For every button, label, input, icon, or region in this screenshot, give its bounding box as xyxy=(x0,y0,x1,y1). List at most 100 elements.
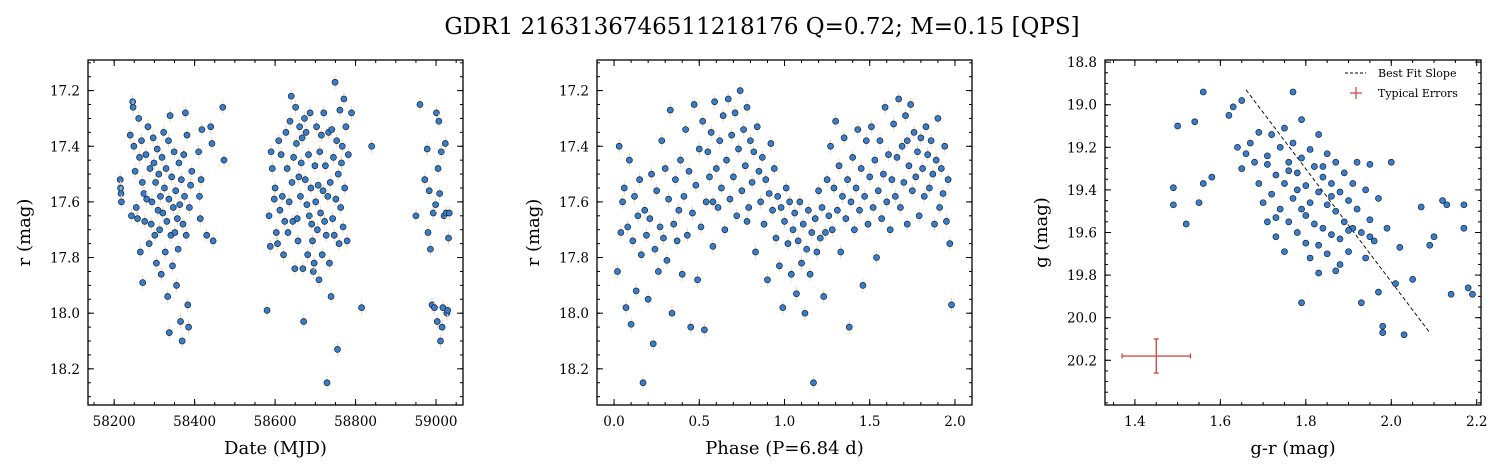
y-tick-label: 17.2 xyxy=(559,84,589,100)
data-point xyxy=(706,173,713,181)
y-tick-label: 18.8 xyxy=(1067,55,1097,71)
data-point xyxy=(1306,146,1314,153)
data-point xyxy=(723,156,730,164)
data-point xyxy=(164,293,172,300)
data-point xyxy=(707,128,715,136)
data-point xyxy=(327,293,335,300)
data-point xyxy=(782,184,790,192)
data-point xyxy=(805,206,812,214)
data-point xyxy=(902,112,909,119)
data-point xyxy=(287,92,295,100)
data-point xyxy=(880,170,887,178)
data-point xyxy=(776,262,783,270)
data-point xyxy=(434,165,442,172)
data-point xyxy=(757,198,764,206)
data-point xyxy=(736,87,744,94)
data-point xyxy=(283,165,291,172)
data-point xyxy=(296,123,303,131)
data-point xyxy=(330,231,338,239)
x-axis-label: Phase (P=6.84 d) xyxy=(705,438,864,459)
data-point xyxy=(1255,180,1263,187)
data-point xyxy=(939,190,947,197)
data-point xyxy=(1375,288,1382,296)
y-tick-label: 19.6 xyxy=(1067,226,1097,242)
data-point xyxy=(312,198,320,206)
data-point xyxy=(186,204,193,211)
data-point xyxy=(277,151,285,158)
data-point xyxy=(412,212,420,220)
data-point xyxy=(1417,203,1425,211)
data-point xyxy=(762,176,770,183)
data-point xyxy=(336,106,344,114)
data-point xyxy=(337,204,345,211)
data-point xyxy=(181,192,188,200)
data-point xyxy=(868,123,875,131)
data-point xyxy=(1349,180,1357,187)
data-point xyxy=(1426,241,1434,249)
data-point xyxy=(747,137,754,145)
data-point xyxy=(888,176,896,183)
data-point xyxy=(929,170,937,178)
data-point xyxy=(694,276,701,284)
data-point xyxy=(274,240,281,247)
data-point xyxy=(151,231,159,239)
data-point xyxy=(786,198,793,206)
data-point xyxy=(748,179,756,186)
data-point xyxy=(854,126,862,133)
data-point xyxy=(1447,290,1455,298)
data-point xyxy=(435,117,443,125)
data-point xyxy=(144,123,152,131)
data-point xyxy=(626,156,633,164)
data-point xyxy=(907,101,914,108)
x-tick-label: 58800 xyxy=(334,414,377,430)
data-point xyxy=(1332,158,1340,166)
data-point xyxy=(306,109,314,117)
data-point xyxy=(313,226,321,234)
data-point xyxy=(774,192,782,200)
data-point xyxy=(874,187,882,195)
data-point xyxy=(1285,167,1293,175)
data-point xyxy=(745,204,753,211)
data-point xyxy=(743,218,751,225)
data-point xyxy=(859,282,867,289)
data-point xyxy=(1362,186,1369,194)
data-point xyxy=(333,137,341,145)
data-point xyxy=(142,151,150,158)
data-point xyxy=(643,231,650,239)
data-layer xyxy=(614,83,955,390)
data-point xyxy=(301,115,308,122)
data-point xyxy=(138,179,146,186)
data-point xyxy=(816,234,824,242)
data-point xyxy=(690,101,698,108)
data-point xyxy=(1281,180,1288,187)
data-point xyxy=(146,165,154,172)
data-point xyxy=(326,259,333,267)
data-point xyxy=(1340,218,1348,226)
figure-title: GDR1 2163136746511218176 Q=0.72; M=0.15 … xyxy=(444,14,1079,40)
data-point xyxy=(130,142,138,150)
data-point xyxy=(695,145,703,153)
data-point xyxy=(324,192,332,200)
data-point xyxy=(132,204,140,211)
data-point xyxy=(1170,184,1177,192)
data-point xyxy=(803,245,811,253)
data-point xyxy=(678,270,686,278)
data-point xyxy=(334,346,341,353)
data-point xyxy=(1293,169,1301,177)
data-point xyxy=(180,151,188,158)
data-point xyxy=(758,154,766,161)
data-point xyxy=(316,148,324,156)
data-point xyxy=(195,148,202,156)
data-point xyxy=(787,270,795,278)
data-point xyxy=(701,326,708,334)
data-point xyxy=(1400,331,1408,339)
data-point xyxy=(634,212,642,220)
data-point xyxy=(714,204,722,211)
plot-frame xyxy=(596,59,973,406)
y-tick-label: 19.4 xyxy=(1067,183,1097,199)
data-point xyxy=(292,103,299,111)
y-axis-label: g (mag) xyxy=(1031,197,1052,268)
data-point xyxy=(1379,322,1387,330)
data-point xyxy=(815,187,822,195)
data-point xyxy=(344,151,352,158)
